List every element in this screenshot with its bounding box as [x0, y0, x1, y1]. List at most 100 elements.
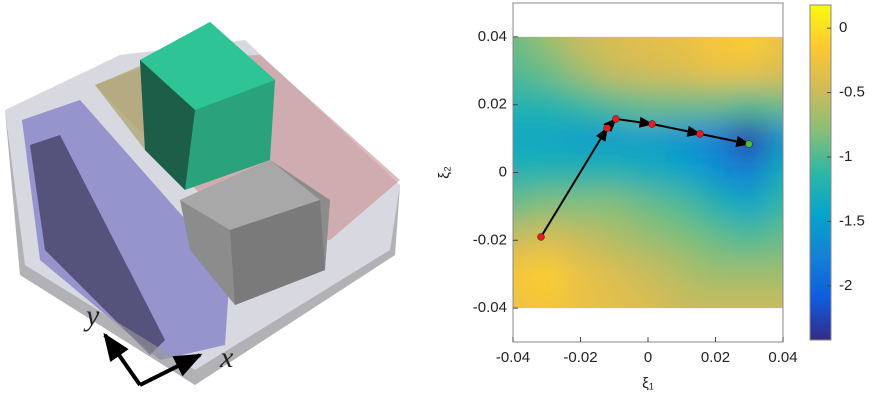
colorbar-tick-label: -0.5: [839, 84, 865, 101]
heat-cell: [563, 53, 598, 89]
heat-cell: [766, 87, 783, 123]
heat-cell: [597, 223, 632, 258]
trajectory-point: [648, 120, 656, 128]
heat-cell: [766, 189, 783, 224]
heat-cell: [513, 257, 531, 292]
trajectory-point: [537, 233, 545, 241]
heat-cell: [563, 189, 598, 224]
heat-cell: [698, 155, 733, 190]
heat-cell: [597, 36, 632, 55]
heat-cell: [631, 189, 666, 224]
heat-cell: [631, 291, 666, 309]
heat-cell: [732, 155, 767, 190]
heat-cell: [513, 291, 531, 309]
plot: -0.04 -0.02 0 0.02 0.04 -0.04 -0.02 0 0.02 0.04 ξ₁…: [436, 2, 865, 392]
heat-cell: [631, 36, 666, 55]
heat-cell: [698, 257, 733, 292]
heat-cell: [732, 257, 767, 292]
x-tick-label: 0.02: [701, 349, 730, 366]
heat-cell: [631, 53, 666, 89]
heat-cell: [698, 291, 733, 309]
heat-cell: [698, 53, 733, 89]
heat-cell: [513, 155, 531, 190]
heat-cell: [529, 223, 565, 258]
heat-cell: [664, 53, 700, 89]
y-tick-label: -0.02: [473, 231, 507, 248]
trajectory-segment: [615, 116, 654, 128]
heat-cell: [529, 257, 565, 292]
y-tick-label: 0.02: [478, 96, 507, 113]
heat-cell: [597, 257, 632, 292]
heat-cell: [513, 36, 531, 55]
y-tick-label: 0: [499, 163, 507, 180]
heat-cell: [664, 36, 700, 55]
heat-cell: [698, 36, 733, 55]
heat-cell: [664, 87, 700, 123]
heat-cell: [529, 291, 565, 309]
heat-cell: [563, 291, 598, 309]
colorbar-tick-label: -1.5: [839, 212, 865, 229]
heat-cell: [631, 121, 666, 157]
heat-cell: [597, 53, 632, 89]
colorbar-tick-label: 0: [839, 19, 847, 36]
colorbar-tick-label: -2: [839, 277, 852, 294]
heat-cell: [732, 291, 767, 309]
heat-cell: [529, 36, 565, 55]
heat-cell: [513, 87, 531, 123]
heat-cell: [766, 223, 783, 258]
heat-cell: [631, 87, 666, 123]
trajectory-segment: [540, 126, 609, 238]
y-tick-label: -0.04: [473, 299, 507, 316]
x-axis-label: ξ₁: [642, 375, 654, 392]
axis-y-label: y: [83, 299, 100, 332]
heat-cell: [513, 121, 531, 157]
axis-x-label: x: [219, 341, 234, 374]
heat-cell: [513, 189, 531, 224]
x-tick-label: -0.04: [496, 349, 530, 366]
heat-cell: [513, 223, 531, 258]
x-tick-label: -0.02: [563, 349, 597, 366]
heat-cell: [664, 155, 700, 190]
trajectory-point: [696, 130, 704, 138]
heat-cell: [766, 36, 783, 55]
heat-cell: [513, 53, 531, 89]
heat-cell: [766, 53, 783, 89]
heat-cell: [664, 223, 700, 258]
heat-cell: [529, 121, 565, 157]
heat-cell: [597, 155, 632, 190]
heat-cell: [766, 257, 783, 292]
box-render: [5, 22, 400, 387]
heat-cell: [698, 223, 733, 258]
heat-cell: [563, 36, 598, 55]
heat-cell: [563, 121, 598, 157]
heat-cell: [529, 155, 565, 190]
x-tick-label: 0: [644, 349, 652, 366]
heat-cell: [597, 189, 632, 224]
heat-cell: [631, 155, 666, 190]
heat-cell: [732, 189, 767, 224]
trajectory-point: [612, 115, 620, 123]
heat-cell: [732, 36, 767, 55]
colorbar: [809, 4, 832, 341]
heat-cell: [766, 291, 783, 309]
heat-cell: [563, 257, 598, 292]
heat-cell: [732, 223, 767, 258]
y-tick-label: 0.04: [478, 28, 507, 45]
heat-cell: [597, 121, 632, 157]
heat-cell: [732, 121, 767, 157]
heat-cell: [664, 189, 700, 224]
heat-cell: [766, 121, 783, 157]
heat-cell: [563, 87, 598, 123]
y-axis-label: ξ₂: [436, 166, 453, 179]
heat-cell: [631, 223, 666, 258]
heat-cell: [597, 291, 632, 309]
heat-cell: [631, 257, 666, 292]
x-tick-label: 0.04: [768, 349, 797, 366]
heat-cell: [664, 291, 700, 309]
heat-cell: [563, 223, 598, 258]
trajectory-point: [745, 140, 753, 148]
heat-cell: [732, 53, 767, 89]
trajectory-segment: [651, 123, 702, 137]
heat-cell: [766, 155, 783, 190]
